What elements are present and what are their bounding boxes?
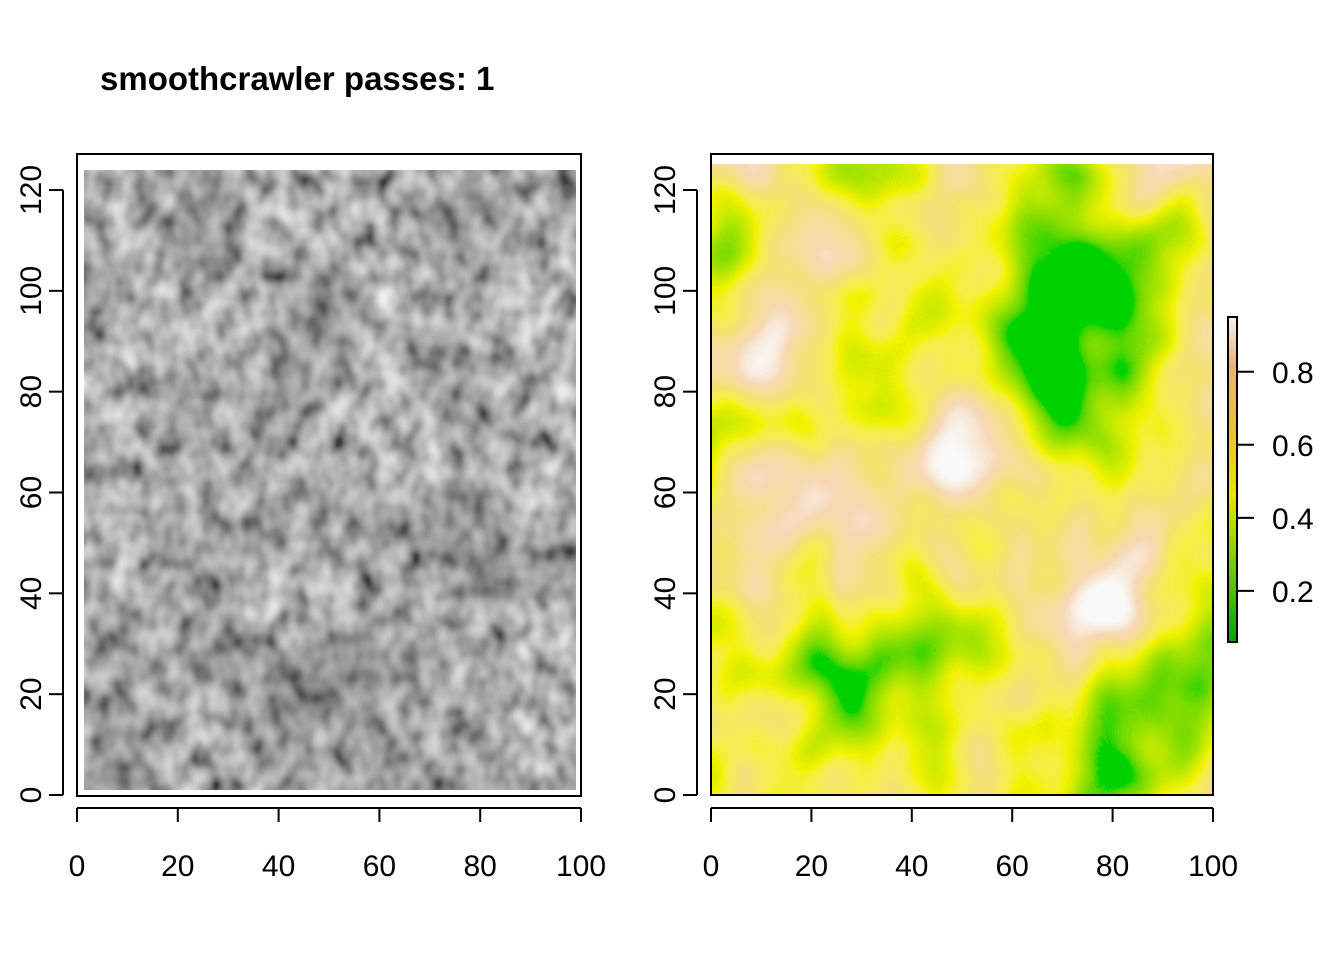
x-tick-label: 40 xyxy=(895,850,928,883)
x-tick-label: 0 xyxy=(703,850,720,883)
y-tick-label: 120 xyxy=(649,165,682,215)
x-tick-label: 40 xyxy=(262,850,295,883)
right-x-axis: 0 20 40 60 80 100 xyxy=(703,807,1238,883)
left-raster-shade xyxy=(84,170,576,790)
x-tick-label: 80 xyxy=(464,850,497,883)
x-tick-label: 20 xyxy=(161,850,194,883)
chart-title: smoothcrawler passes: 1 xyxy=(100,60,494,97)
y-tick-label: 100 xyxy=(649,266,682,316)
y-tick-label: 40 xyxy=(649,577,682,610)
colorbar-gradient xyxy=(1228,317,1237,642)
right-raster xyxy=(711,164,1213,795)
y-tick-label: 120 xyxy=(15,165,48,215)
x-tick-label: 60 xyxy=(363,850,396,883)
colorbar-tick-label: 0.2 xyxy=(1272,576,1314,609)
x-tick-label: 20 xyxy=(795,850,828,883)
y-tick-label: 80 xyxy=(15,375,48,408)
x-tick-label: 80 xyxy=(1096,850,1129,883)
left-panel: 0 20 40 60 80 100 0 20 40 60 80 100 120 xyxy=(15,153,606,883)
left-plot-frame xyxy=(76,153,582,797)
y-tick-label: 20 xyxy=(649,677,682,710)
y-tick-label: 60 xyxy=(649,476,682,509)
x-tick-label: 0 xyxy=(69,850,86,883)
colorbar-tick-label: 0.6 xyxy=(1272,430,1314,463)
y-tick-label: 20 xyxy=(15,677,48,710)
colorbar: 0.2 0.4 0.6 0.8 xyxy=(1227,316,1314,643)
colorbar-frame xyxy=(1227,316,1238,643)
right-y-axis: 0 20 40 60 80 100 120 xyxy=(649,165,698,804)
right-plot-frame xyxy=(710,153,1214,796)
x-tick-label: 100 xyxy=(556,850,606,883)
y-tick-label: 0 xyxy=(649,787,682,804)
y-tick-label: 100 xyxy=(15,266,48,316)
left-x-axis: 0 20 40 60 80 100 xyxy=(69,807,606,883)
colorbar-tick-label: 0.4 xyxy=(1272,503,1314,536)
y-tick-label: 0 xyxy=(15,787,48,804)
y-tick-label: 40 xyxy=(15,577,48,610)
colorbar-tick-label: 0.8 xyxy=(1272,357,1314,390)
x-tick-label: 100 xyxy=(1188,850,1238,883)
x-tick-label: 60 xyxy=(996,850,1029,883)
y-tick-label: 80 xyxy=(649,375,682,408)
left-y-axis: 0 20 40 60 80 100 120 xyxy=(15,165,64,804)
y-tick-label: 60 xyxy=(15,476,48,509)
